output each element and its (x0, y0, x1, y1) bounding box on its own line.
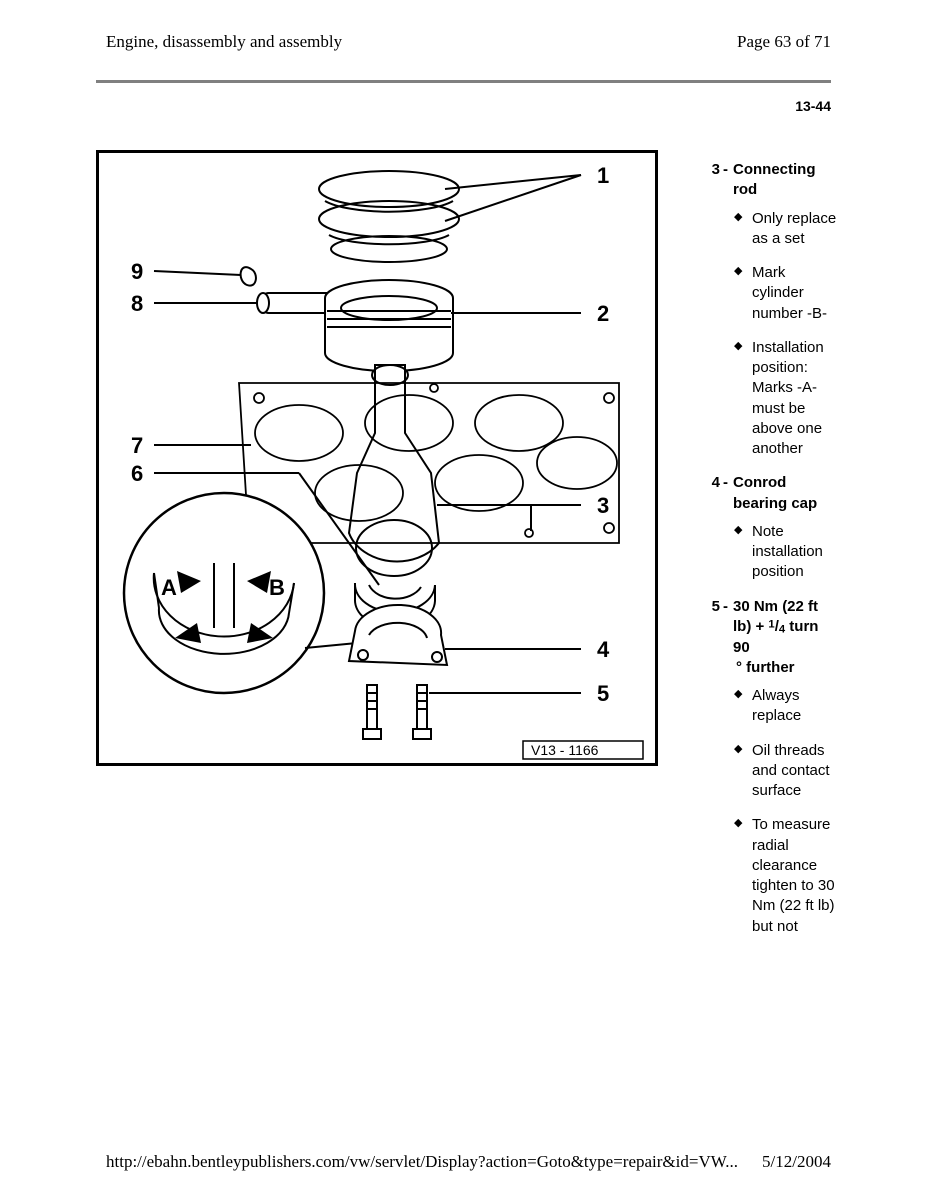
footer-date: 5/12/2004 (762, 1152, 831, 1172)
header-divider (96, 80, 831, 83)
callout-3: 3 (597, 493, 609, 518)
item-dash: - (720, 473, 733, 514)
bullet-item: Always replace (736, 686, 837, 727)
bullet-item: Installation position: Marks -A- must be… (736, 338, 837, 460)
header-page: Page 63 of 71 (737, 32, 831, 52)
bullet-list-5: Always replace Oil threads and contact s… (736, 686, 837, 937)
detail-label-b: B (269, 575, 285, 600)
bullet-item: Oil threads and contact surface (736, 741, 837, 802)
item-dash: - (720, 160, 733, 201)
item-header-3: 3 - Connecting rod (700, 160, 837, 201)
figure-container: 1 9 8 2 (96, 150, 658, 766)
fraction-top: 1 (768, 618, 774, 630)
bullet-item: To measure radial clearance tighten to 3… (736, 815, 837, 937)
callout-6: 6 (131, 461, 143, 486)
item-number: 4 (700, 473, 720, 514)
drawing-id: V13 - 1166 (531, 742, 599, 758)
section-number: 13-44 (795, 98, 831, 114)
bullet-list-4: Note installation position (736, 522, 837, 583)
title-suffix: further (746, 659, 794, 676)
callout-4: 4 (597, 637, 610, 662)
header-title: Engine, disassembly and assembly (106, 32, 342, 52)
item-number: 5 (700, 597, 720, 679)
item-title: 30 Nm (22 ft lb) + 1/4 turn 90 ° further (733, 597, 837, 679)
item-number: 3 (700, 160, 720, 201)
item-title: Conrod bearing cap (733, 473, 837, 514)
side-content: 3 - Connecting rod Only replace as a set… (700, 160, 837, 951)
bullet-list-3: Only replace as a set Mark cylinder numb… (736, 209, 837, 460)
callout-5: 5 (597, 681, 609, 706)
callout-9: 9 (131, 259, 143, 284)
item-header-5: 5 - 30 Nm (22 ft lb) + 1/4 turn 90 ° fur… (700, 597, 837, 679)
bullet-item: Mark cylinder number -B- (736, 263, 837, 324)
callout-2: 2 (597, 301, 609, 326)
exploded-diagram: 1 9 8 2 (99, 153, 655, 763)
callout-8: 8 (131, 291, 143, 316)
callout-1: 1 (597, 163, 609, 188)
footer-url: http://ebahn.bentleypublishers.com/vw/se… (106, 1152, 738, 1172)
item-dash: - (720, 597, 733, 679)
item-header-4: 4 - Conrod bearing cap (700, 473, 837, 514)
detail-label-a: A (161, 575, 177, 600)
bullet-item: Note installation position (736, 522, 837, 583)
fraction-bot: 4 (779, 623, 785, 635)
item-title: Connecting rod (733, 160, 837, 201)
callout-7: 7 (131, 433, 143, 458)
degree-symbol: ° (736, 659, 746, 676)
bullet-item: Only replace as a set (736, 209, 837, 250)
